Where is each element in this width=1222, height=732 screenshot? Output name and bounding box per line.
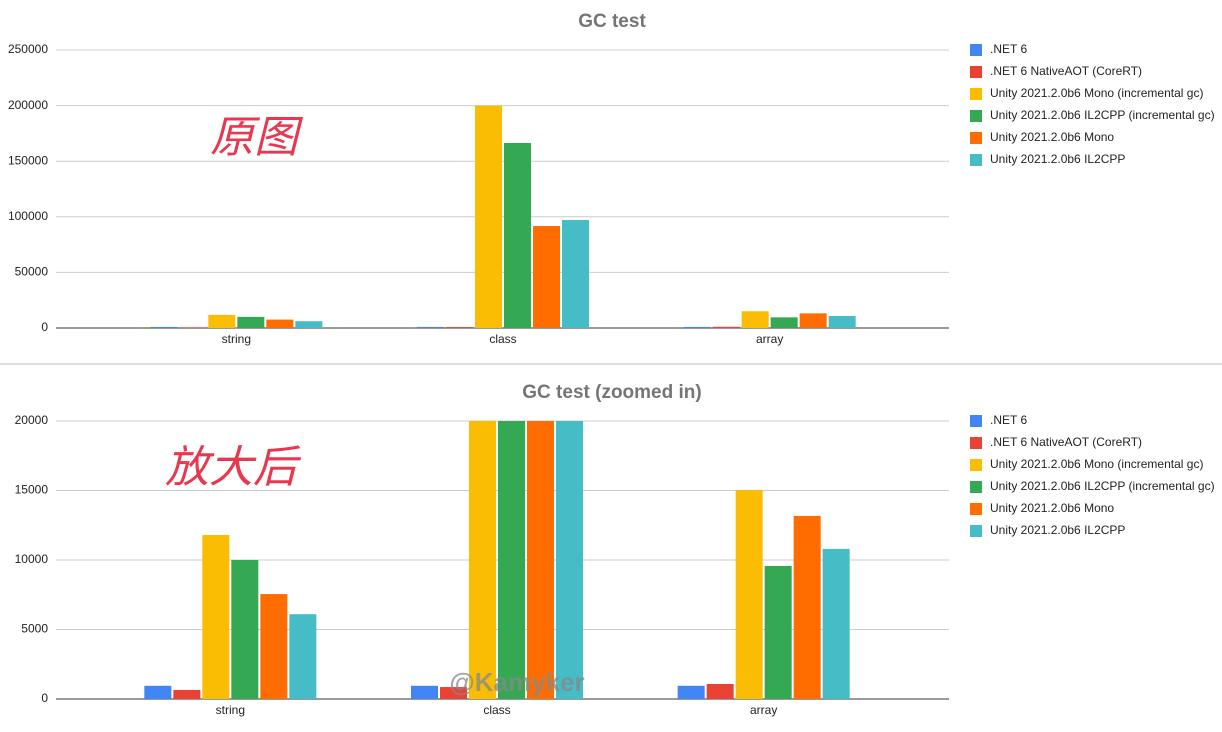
bar — [677, 685, 705, 699]
y-tick-label: 200000 — [8, 98, 48, 112]
annotation: 放大后 — [165, 442, 302, 493]
watermark: @Kamyker — [449, 667, 584, 697]
bar — [260, 594, 288, 699]
bar — [179, 327, 207, 328]
bar — [683, 326, 711, 328]
bar — [266, 319, 294, 328]
legend-label: Unity 2021.2.0b6 IL2CPP (incremental gc) — [990, 479, 1215, 493]
bar — [237, 316, 265, 328]
y-tick-label: 0 — [41, 691, 48, 705]
legend-label: .NET 6 — [990, 413, 1027, 427]
legend-swatch — [970, 154, 982, 166]
legend-swatch — [970, 44, 982, 56]
bar — [498, 421, 525, 699]
legend-label: Unity 2021.2.0b6 Mono (incremental gc) — [990, 86, 1203, 100]
y-tick-label: 0 — [41, 320, 48, 334]
x-tick-label: string — [216, 703, 245, 717]
bar — [799, 313, 827, 328]
bar — [289, 614, 317, 699]
bar — [533, 226, 560, 328]
bar — [417, 326, 444, 328]
bars — [144, 421, 850, 699]
bar — [295, 321, 323, 328]
legend-swatch — [970, 110, 982, 122]
chart-title: GC test — [578, 11, 646, 32]
legend-swatch — [970, 481, 982, 493]
legend-label: .NET 6 NativeAOT (CoreRT) — [990, 435, 1142, 449]
bar — [469, 421, 496, 699]
x-tick-label: class — [489, 332, 516, 346]
y-tick-label: 50000 — [15, 265, 49, 279]
legend-swatch — [970, 459, 982, 471]
bar — [144, 685, 172, 699]
bar — [527, 421, 554, 699]
x-tick-label: string — [222, 332, 251, 346]
bar — [208, 314, 236, 328]
legend-label: Unity 2021.2.0b6 IL2CPP (incremental gc) — [990, 108, 1215, 122]
legend-swatch — [970, 88, 982, 100]
y-tick-label: 250000 — [8, 42, 48, 56]
legend-label: .NET 6 NativeAOT (CoreRT) — [990, 64, 1142, 78]
bar — [712, 326, 740, 328]
legend-swatch — [970, 437, 982, 449]
bar — [741, 311, 769, 328]
bar — [793, 515, 821, 699]
y-tick-label: 10000 — [15, 552, 49, 566]
bar — [150, 326, 178, 328]
legend-swatch — [970, 525, 982, 537]
bar — [504, 142, 531, 328]
bar — [556, 421, 583, 699]
bar — [764, 565, 792, 699]
bar — [828, 315, 856, 328]
legend-label: Unity 2021.2.0b6 IL2CPP — [990, 523, 1125, 537]
bar — [822, 548, 850, 699]
legend-swatch — [970, 66, 982, 78]
y-tick-label: 5000 — [21, 622, 48, 636]
x-tick-label: array — [750, 703, 777, 717]
bar — [735, 489, 763, 699]
bar — [706, 683, 734, 699]
legend-swatch — [970, 132, 982, 144]
y-tick-label: 20000 — [15, 413, 49, 427]
bar — [440, 687, 467, 699]
bar — [231, 560, 259, 699]
legend-swatch — [970, 503, 982, 515]
x-tick-label: array — [756, 332, 783, 346]
legend-label: Unity 2021.2.0b6 Mono — [990, 501, 1114, 515]
chart-title: GC test (zoomed in) — [522, 382, 701, 403]
bar — [446, 327, 473, 328]
bar — [202, 534, 230, 699]
y-tick-label: 100000 — [8, 209, 48, 223]
y-tick-label: 150000 — [8, 153, 48, 167]
legend-label: Unity 2021.2.0b6 IL2CPP — [990, 152, 1125, 166]
annotation: 原图 — [210, 112, 304, 163]
bar — [475, 105, 502, 328]
legend-label: Unity 2021.2.0b6 Mono (incremental gc) — [990, 457, 1203, 471]
bars — [150, 105, 856, 328]
bar — [411, 685, 438, 699]
bar — [173, 689, 201, 699]
y-tick-label: 15000 — [15, 483, 49, 497]
legend-label: .NET 6 — [990, 42, 1027, 56]
legend-label: Unity 2021.2.0b6 Mono — [990, 130, 1114, 144]
x-tick-label: class — [483, 703, 510, 717]
bar — [770, 317, 798, 328]
legend-swatch — [970, 415, 982, 427]
bar — [562, 220, 589, 328]
